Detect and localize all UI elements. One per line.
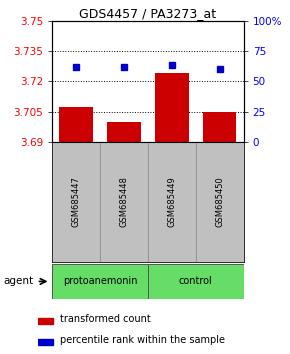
Text: GSM685449: GSM685449	[167, 176, 176, 227]
Text: protoanemonin: protoanemonin	[63, 276, 137, 286]
Bar	[38, 339, 53, 345]
Bar	[100, 142, 148, 262]
Text: control: control	[179, 276, 213, 286]
Text: GSM685450: GSM685450	[215, 176, 224, 227]
Text: agent: agent	[3, 276, 33, 286]
Text: GSM685447: GSM685447	[72, 176, 81, 227]
Bar	[196, 142, 244, 262]
Bar	[107, 121, 141, 142]
Text: GSM685448: GSM685448	[119, 176, 128, 227]
Bar	[52, 142, 100, 262]
Title: GDS4457 / PA3273_at: GDS4457 / PA3273_at	[79, 7, 216, 20]
Bar	[148, 264, 244, 299]
Bar	[38, 318, 53, 324]
Bar	[155, 73, 188, 142]
Text: percentile rank within the sample: percentile rank within the sample	[60, 335, 225, 346]
Bar	[203, 112, 236, 142]
Text: transformed count: transformed count	[60, 314, 151, 324]
Bar	[52, 264, 148, 299]
Bar	[59, 108, 93, 142]
Bar	[148, 142, 196, 262]
